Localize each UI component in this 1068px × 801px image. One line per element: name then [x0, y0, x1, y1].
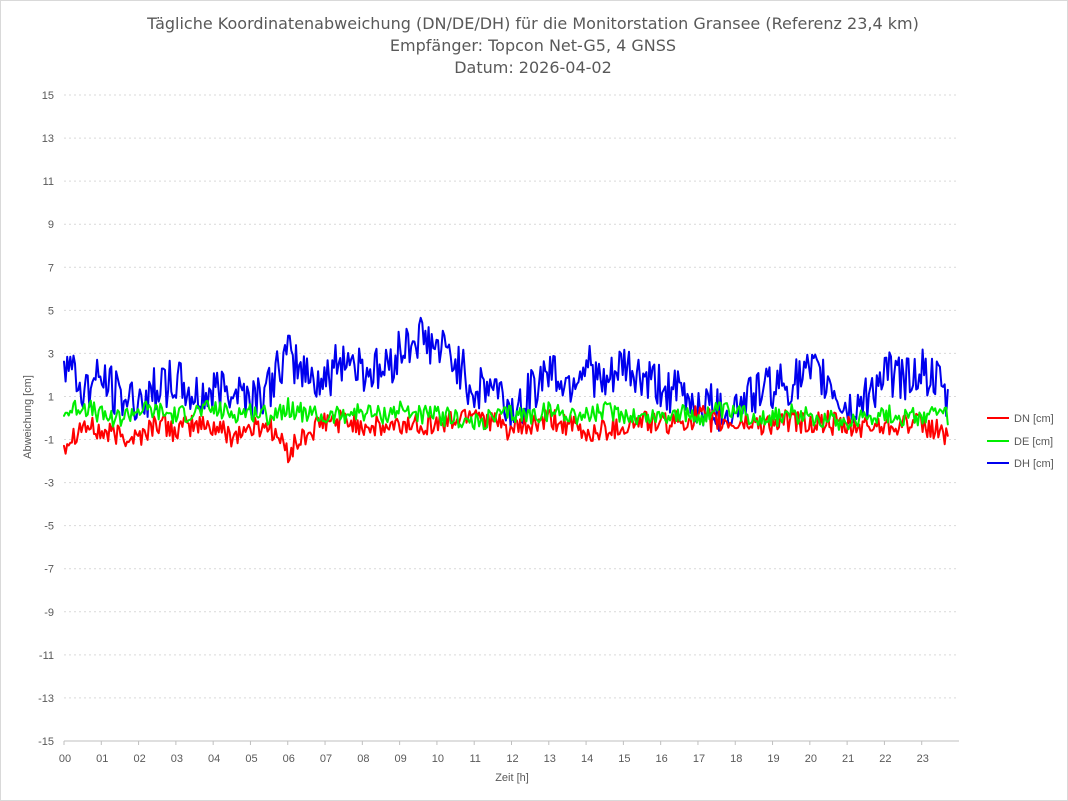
- series-line-dn: [63, 404, 949, 464]
- y-tick-label: -15: [38, 736, 54, 748]
- x-tick-label: 19: [767, 753, 779, 765]
- y-tick-label: -11: [39, 650, 54, 662]
- x-tick-label: 06: [283, 753, 295, 765]
- x-tick-label: 17: [693, 753, 705, 765]
- y-axis-ticks: 15 13 11 9 7 5 3 1 -1 -3 -5 -7 -9 -11 -13 -15: [38, 90, 54, 748]
- x-tick-label: 13: [544, 753, 556, 765]
- x-tick-label: 03: [171, 753, 183, 765]
- x-tick-label: 02: [133, 753, 145, 765]
- chart-title: Tägliche Koordinatenabweichung (DN/DE/DH…: [146, 14, 919, 77]
- y-axis-title: Abweichung [cm]: [22, 375, 34, 459]
- x-tick-label: 14: [581, 753, 593, 765]
- y-tick-label: 9: [48, 219, 54, 231]
- x-tick-label: 00: [59, 753, 71, 765]
- y-tick-label: -7: [44, 564, 54, 576]
- y-tick-label: -13: [38, 693, 54, 705]
- x-tick-label: 05: [245, 753, 257, 765]
- x-tick-label: 12: [506, 753, 518, 765]
- x-tick-label: 21: [842, 753, 854, 765]
- x-axis-ticks: 00 01 02 03 04 05 06 07 08 09 10 11 12 13 14 15 16 17 18 19…: [59, 741, 929, 765]
- x-tick-label: 18: [730, 753, 742, 765]
- series-line-dh: [63, 316, 949, 432]
- legend-label-dh: DH [cm]: [1014, 458, 1054, 470]
- y-tick-label: 13: [42, 133, 54, 145]
- x-tick-label: 07: [320, 753, 332, 765]
- y-tick-label: 7: [48, 262, 54, 274]
- y-tick-label: 1: [48, 391, 54, 403]
- x-tick-label: 10: [432, 753, 444, 765]
- chart-title-line-2: Empfänger: Topcon Net-G5, 4 GNSS: [390, 36, 676, 55]
- legend-label-dn: DN [cm]: [1014, 413, 1054, 425]
- x-tick-label: 08: [357, 753, 369, 765]
- x-axis-title: Zeit [h]: [495, 772, 529, 784]
- series-line-de: [63, 397, 949, 431]
- legend-label-de: DE [cm]: [1014, 436, 1053, 448]
- x-tick-label: 15: [618, 753, 630, 765]
- chart-title-line-3: Datum: 2026-04-02: [454, 58, 612, 77]
- y-tick-label: 3: [48, 348, 54, 360]
- x-tick-label: 04: [208, 753, 220, 765]
- legend: DN [cm] DE [cm] DH [cm]: [987, 413, 1054, 470]
- x-tick-label: 22: [879, 753, 891, 765]
- y-tick-label: -1: [44, 435, 54, 447]
- x-tick-label: 16: [656, 753, 668, 765]
- x-tick-label: 11: [469, 753, 480, 765]
- chart-title-line-1: Tägliche Koordinatenabweichung (DN/DE/DH…: [146, 14, 919, 33]
- y-tick-label: -9: [44, 607, 54, 619]
- x-tick-label: 23: [917, 753, 929, 765]
- y-tick-label: -3: [44, 478, 54, 490]
- y-tick-label: -5: [44, 521, 54, 533]
- x-tick-label: 09: [395, 753, 407, 765]
- y-tick-label: 11: [43, 176, 54, 188]
- data-series: [63, 316, 949, 464]
- x-tick-label: 20: [805, 753, 817, 765]
- y-tick-label: 5: [48, 305, 54, 317]
- y-tick-label: 15: [42, 90, 54, 102]
- x-tick-label: 01: [96, 753, 108, 765]
